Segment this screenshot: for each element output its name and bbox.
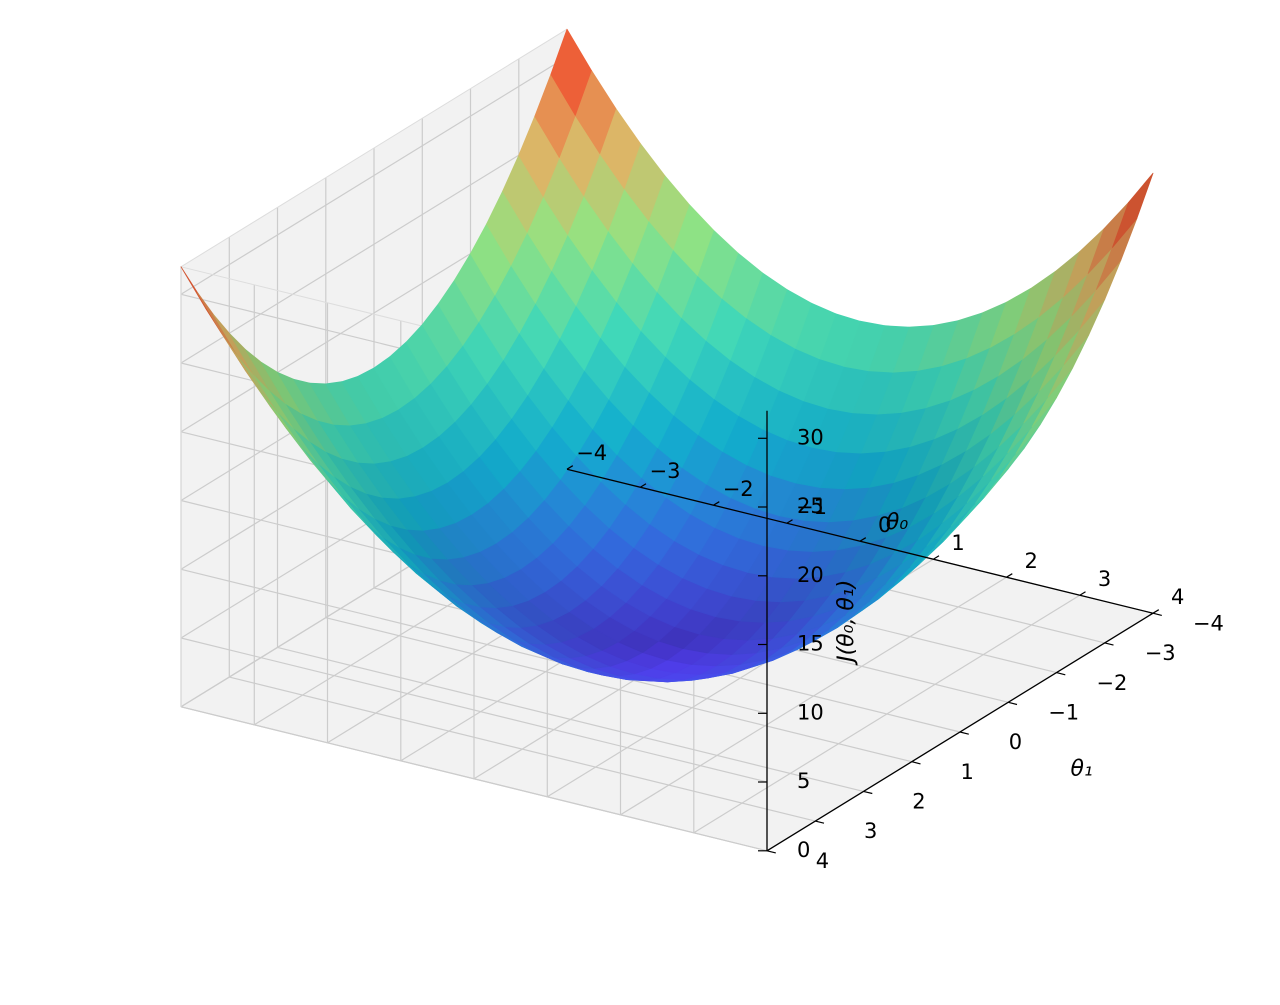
z-tick-label: 15 [797,632,824,656]
x-tick [639,483,647,488]
y-axis-label: θ₁ [1070,757,1092,782]
x-tick-label: 1 [951,531,964,555]
z-tick-label: 20 [797,563,824,587]
grid-line-left-z [180,56,568,295]
z-tick-label: 5 [797,769,810,793]
axes: −4−3−2−101234−4−3−2−101234051015202530θ₀… [566,410,1224,873]
x-axis-label: θ₀ [886,510,908,535]
y-tick-label: −1 [1048,701,1079,725]
surface-facet [1112,172,1154,248]
y-tick-label: −2 [1096,671,1127,695]
y-tick [1152,612,1162,616]
x-tick-label: −3 [650,459,681,483]
y-tick [1104,642,1114,646]
pane-edge [180,28,568,268]
grid-line-floor-y [325,617,912,763]
z-tick-label: 30 [797,425,824,449]
x-tick [1079,591,1086,596]
y-tick [815,820,825,824]
y-tick-label: −3 [1145,641,1176,665]
y-tick [959,731,969,735]
y-tick-label: 2 [912,790,925,814]
y-tick [766,850,776,854]
x-tick-label: 3 [1098,567,1111,591]
x-tick [566,465,574,470]
x-tick [1006,573,1013,578]
z-tick-label: 25 [797,494,824,518]
y-tick [863,790,873,795]
grid-line-back-z [180,568,768,714]
y-tick-label: 1 [961,760,974,784]
grid-line-left-z [180,124,568,364]
x-tick-label: −2 [723,477,754,501]
y-tick-label: 4 [816,849,829,873]
x-tick [786,519,793,524]
y-tick-label: 3 [864,819,877,843]
y-tick [1056,672,1066,676]
x-tick-label: −4 [576,441,607,465]
grid-line-back-z [180,637,768,783]
grid-line-back-z [180,706,768,852]
y-tick-label: 0 [1009,730,1022,754]
y-tick [911,761,921,765]
grid-line-floor-y [277,646,864,792]
x-tick [932,555,940,560]
x-tick [713,501,720,506]
y-tick-label: −4 [1193,611,1224,635]
x-tick-label: 2 [1025,549,1038,573]
x-tick-label: −1 [796,495,827,519]
surface-facet [550,28,592,116]
y-tick [1008,701,1018,706]
x-tick [859,537,867,542]
z-tick-label: 10 [797,700,824,724]
z-tick-label: 0 [797,838,810,862]
grid-line-floor-y [229,676,816,822]
z-axis-label: J(θ₀, θ₁) [834,580,859,666]
x-tick-label: 0 [878,513,891,537]
x-tick-label: 4 [1171,585,1184,609]
x-tick [1152,609,1160,614]
